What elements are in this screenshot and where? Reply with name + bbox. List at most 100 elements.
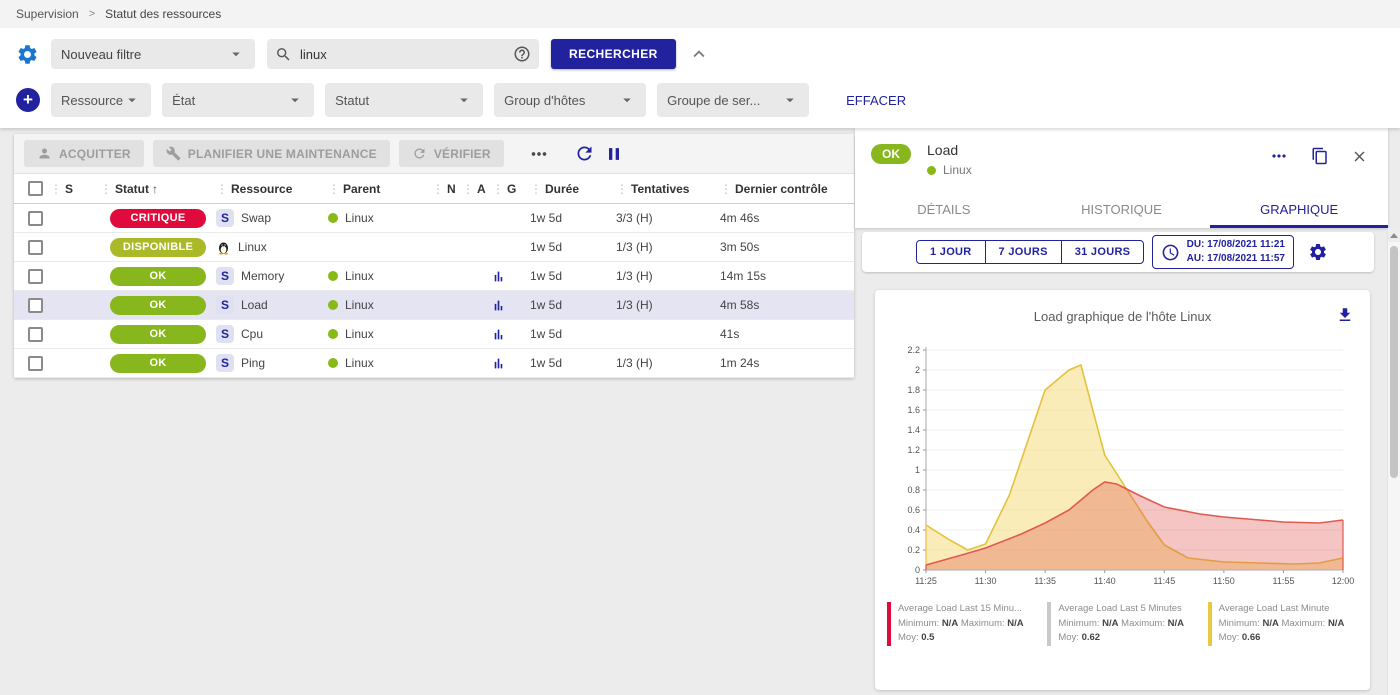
search-button[interactable]: RECHERCHER [551,39,676,69]
row-checkbox[interactable] [28,268,43,284]
chart-title: Load graphique de l'hôte Linux [1033,309,1212,324]
table-row-linux[interactable]: DISPONIBLE Linux 1w 5d 1/3 (H) 3m 50s [14,233,854,262]
table-row-swap[interactable]: CRITIQUE S Swap Linux 1w 5d 3/3 (H) 4m 46… [14,204,854,233]
check-button[interactable]: VÉRIFIER [398,140,504,167]
drag-handle-icon: ⋮ [492,181,504,196]
column-header-s[interactable]: ⋮ S [50,181,74,196]
chevron-down-icon [460,98,468,103]
select-all-checkbox[interactable] [28,181,43,196]
row-checkbox[interactable] [28,297,43,313]
pause-autorefresh-icon[interactable] [604,144,624,164]
tries-cell: 1/3 (H) [616,298,653,312]
column-header-g[interactable]: ⋮ G [492,181,517,196]
legend-item-average-load-last-5-minutes[interactable]: Average Load Last 5 Minutes Minimum: N/A… [1047,602,1197,647]
filter-criteria-statut[interactable]: Statut [325,83,484,117]
table-row-memory[interactable]: OK S Memory Linux 1w 5d 1/3 (H) 14m 15s [14,262,854,291]
resource-name[interactable]: Memory [241,269,285,283]
graph-icon[interactable] [492,357,505,370]
status-badge: CRITIQUE [110,208,206,228]
column-header-n[interactable]: ⋮ N [432,181,456,196]
range-button-31-jours[interactable]: 31 JOURS [1060,240,1145,264]
help-icon[interactable] [513,45,531,63]
person-icon [39,148,50,159]
svg-text:0.2: 0.2 [907,545,920,555]
close-panel-icon[interactable] [1351,148,1368,165]
collapse-filters-icon[interactable] [688,43,710,65]
duration-cell: 1w 5d [530,211,563,225]
column-header-dernier-contr-le[interactable]: ⋮ Dernier contrôle [720,181,828,196]
status-badge: OK [110,266,206,286]
column-header-dur-e[interactable]: ⋮ Durée [530,181,580,196]
column-header-a[interactable]: ⋮ A [462,181,486,196]
copy-link-icon[interactable] [1311,147,1329,165]
column-header-statut[interactable]: ⋮ Statut ↑ [100,181,158,196]
panel-scrollbar[interactable] [1387,228,1400,695]
column-header-ressource[interactable]: ⋮ Ressource [216,181,293,196]
parent-name[interactable]: Linux [345,327,374,341]
column-header-tentatives[interactable]: ⋮ Tentatives [616,181,690,196]
filter-settings-gear-icon[interactable] [16,43,39,66]
more-actions-icon[interactable] [528,143,550,165]
clear-filters-button[interactable]: EFFACER [846,92,907,108]
export-chart-icon[interactable] [1336,306,1354,324]
resource-name[interactable]: Load [241,298,268,312]
acknowledge-button[interactable]: ACQUITTER [24,140,144,167]
tries-cell: 1/3 (H) [616,356,653,370]
row-checkbox[interactable] [28,355,43,371]
panel-tabs: DÉTAILS HISTORIQUE GRAPHIQUE [855,194,1389,228]
table-header: ⋮ S ⋮ Statut ↑ ⋮ Ressource ⋮ Parent ⋮ N … [14,174,854,204]
search-input[interactable] [300,46,505,62]
time-period-box[interactable]: DU: 17/08/2021 11:21 AU: 17/08/2021 11:5… [1151,235,1294,269]
graph-icon[interactable] [492,299,505,312]
duration-cell: 1w 5d [530,327,563,341]
filter-criteria-groupe-de-ser[interactable]: Groupe de ser... [657,83,810,117]
range-button-7-jours[interactable]: 7 JOURS [984,240,1062,264]
tab-graphique[interactable]: GRAPHIQUE [1210,194,1389,228]
legend-item-average-load-last-15-minu[interactable]: Average Load Last 15 Minu... Minimum: N/… [887,602,1037,647]
drag-handle-icon: ⋮ [462,181,474,196]
host-up-dot [328,213,338,223]
parent-name[interactable]: Linux [345,298,374,312]
table-row-cpu[interactable]: OK S Cpu Linux 1w 5d 41s [14,320,854,349]
resource-name[interactable]: Ping [241,356,266,370]
legend-item-average-load-last-minute[interactable]: Average Load Last Minute Minimum: N/A Ma… [1207,602,1358,647]
host-up-dot [328,329,338,339]
drag-handle-icon: ⋮ [216,181,228,196]
graph-icon[interactable] [492,270,505,283]
row-checkbox[interactable] [28,210,43,226]
parent-name[interactable]: Linux [345,356,374,370]
refresh-list-icon[interactable] [574,143,595,164]
parent-name[interactable]: Linux [345,269,374,283]
parent-name[interactable]: Linux [345,211,374,225]
panel-more-icon[interactable] [1269,146,1289,166]
graph-icon[interactable] [492,328,505,341]
graph-settings-gear-icon[interactable] [1308,242,1328,262]
tab-historique[interactable]: HISTORIQUE [1081,202,1162,217]
row-checkbox[interactable] [28,239,43,255]
resource-name[interactable]: Linux [238,240,267,254]
scrollbar-thumb[interactable] [1390,246,1398,478]
add-criteria-button[interactable]: + [16,88,40,112]
set-downtime-button[interactable]: PLANIFIER UNE MAINTENANCE [152,140,390,167]
scroll-up-arrow-icon[interactable] [1388,228,1400,242]
breadcrumb-supervision[interactable]: Supervision [16,7,79,21]
column-header-parent[interactable]: ⋮ Parent [328,181,381,196]
table-row-load[interactable]: OK S Load Linux 1w 5d 1/3 (H) 4m 58s [14,291,854,320]
filter-criteria-ressource[interactable]: Ressource [51,83,152,117]
tries-cell: 3/3 (H) [616,211,653,225]
filter-criteria-tat[interactable]: État [162,83,315,117]
saved-filter-select[interactable]: Nouveau filtre [51,39,255,69]
range-button-1-jour[interactable]: 1 JOUR [916,240,986,264]
resource-name[interactable]: Cpu [241,327,264,341]
panel-host-name[interactable]: Linux [943,163,972,177]
row-checkbox[interactable] [28,326,43,342]
filter-criteria-group-d-h-tes[interactable]: Group d'hôtes [494,83,647,117]
last-check-cell: 41s [720,327,740,341]
table-row-ping[interactable]: OK S Ping Linux 1w 5d 1/3 (H) 1m 24s [14,349,854,378]
search-box[interactable] [267,39,539,69]
time-range-card: 1 JOUR 7 JOURS 31 JOURS DU: 17/08/2021 11:… [862,232,1374,272]
tab-d-tails[interactable]: DÉTAILS [917,202,971,217]
resource-name[interactable]: Swap [241,211,272,225]
svg-text:2: 2 [915,365,920,375]
